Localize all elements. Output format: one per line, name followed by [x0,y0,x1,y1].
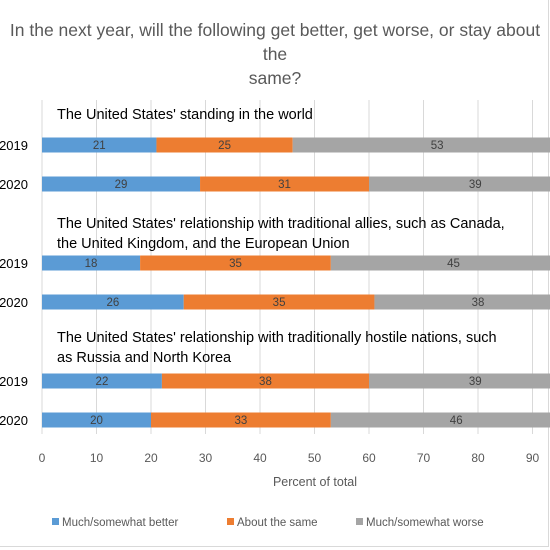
bar-2-2019-same [140,255,331,271]
data-label-3-2020-better: 20 [90,415,103,427]
data-label-2-2019-worse: 45 [447,258,460,270]
legend-swatch-worse [356,518,363,525]
category-label-3-2019: 2019 [0,374,28,389]
category-label-3-2020: 2020 [0,413,28,428]
x-tick-label-80: 80 [471,451,485,465]
bar-3-2020-better [42,412,151,428]
bar-3-2019-better [42,373,162,389]
data-label-2-2019-better: 18 [85,258,98,270]
data-label-1-2020-same: 31 [278,179,291,191]
x-tick-label-60: 60 [362,451,376,465]
bar-3-2020-worse [330,412,550,428]
group-label-2-line-1: The United States' relationship with tra… [57,216,505,232]
data-label-3-2019-worse: 39 [469,376,482,388]
bar-1-2020-same [200,176,369,192]
category-label-1-2019: 2019 [0,138,28,153]
x-tick-label-90: 90 [526,451,540,465]
x-axis-title: Percent of total [273,475,357,489]
data-label-3-2019-better: 22 [96,376,109,388]
bar-2-2020-better [42,294,184,310]
bar-2-2020-same [183,294,375,310]
x-tick-label-30: 30 [199,451,213,465]
group-label-3-line-2: as Russia and North Korea [57,350,232,366]
group-label-1-line-1: The United States' standing in the world [57,107,313,123]
group-label-2-line-2: the United Kingdom, and the European Uni… [57,236,350,252]
bar-1-2019-worse [292,137,550,153]
data-label-2-2020-same: 35 [273,297,286,309]
bar-1-2019-better [42,137,157,153]
x-tick-label-10: 10 [90,451,104,465]
chart-title-line-1: In the next year, will the following get… [9,20,541,64]
data-label-1-2019-worse: 53 [431,140,444,152]
legend-label-worse: Much/somewhat worse [366,517,484,529]
bar-1-2020-worse [369,176,550,192]
data-label-2-2020-worse: 38 [472,297,485,309]
x-tick-label-0: 0 [39,451,46,465]
category-label-2-2019: 2019 [0,256,28,271]
legend-swatch-same [227,518,234,525]
x-tick-label-40: 40 [253,451,267,465]
data-label-1-2020-worse: 39 [469,179,482,191]
data-label-2-2019-same: 35 [229,258,242,270]
data-label-1-2019-better: 21 [93,140,106,152]
data-label-1-2020-better: 29 [115,179,128,191]
x-tick-label-20: 20 [144,451,158,465]
chart-title: In the next year, will the following get… [0,18,550,90]
data-label-2-2020-better: 26 [106,297,119,309]
bar-3-2019-same [161,373,369,389]
bar-3-2020-same [151,412,331,428]
category-label-2-2020: 2020 [0,295,28,310]
legend-swatch-better [52,518,59,525]
bar-3-2019-worse [369,373,550,389]
x-tick-label-50: 50 [308,451,322,465]
data-label-1-2019-same: 25 [218,140,231,152]
chart-title-line-2: same? [248,68,302,88]
x-tick-label-70: 70 [417,451,431,465]
data-label-3-2019-same: 38 [259,376,272,388]
data-label-3-2020-same: 33 [235,415,248,427]
bar-2-2019-better [42,255,141,271]
legend-label-better: Much/somewhat better [62,517,179,529]
group-label-3-line-1: The United States' relationship with tra… [57,330,497,346]
category-label-1-2020: 2020 [0,177,28,192]
bar-1-2020-better [42,176,201,192]
bar-2-2019-worse [330,255,550,271]
bar-2-2020-worse [374,294,550,310]
data-label-3-2020-worse: 46 [450,415,463,427]
legend-label-same: About the same [237,517,318,529]
bar-1-2019-same [156,137,293,153]
